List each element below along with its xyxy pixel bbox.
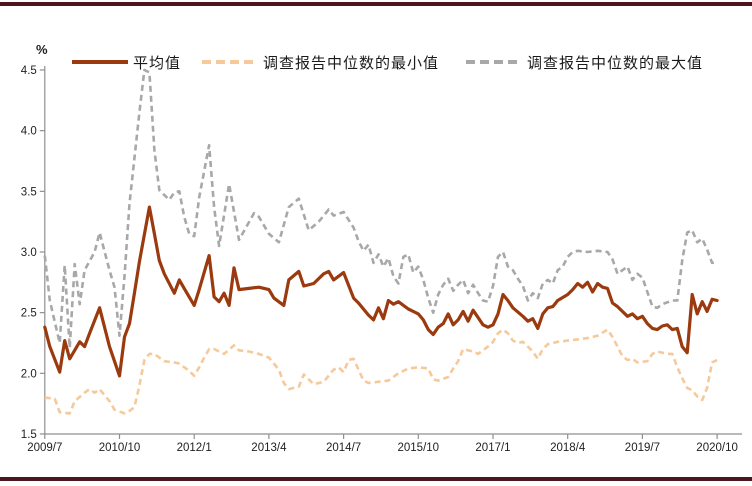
y-tick-label: 1.5 [21,429,37,441]
x-tick-label: 2012/1 [177,442,212,454]
x-tick-label: 2009/7 [27,442,62,454]
x-tick-label: 2020/10 [696,442,738,454]
legend-label: 调查报告中位数的最大值 [527,55,704,72]
x-tick-label: 2019/7 [625,442,660,454]
y-tick-label: 4.5 [21,65,37,77]
x-tick-label: 2013/4 [251,442,287,454]
series-line-1 [44,328,718,415]
y-tick-label: 2.5 [21,308,37,320]
dashed-line-swatch [202,60,258,64]
legend: 平均值 调查报告中位数的最小值 调查报告中位数的最大值 [0,53,752,72]
y-tick-label: 3.0 [21,247,37,259]
x-tick-label: 2017/1 [475,442,510,454]
x-tick-label: 2018/4 [550,442,586,454]
series-line-0 [43,205,719,378]
dashed-line-swatch [466,60,522,64]
legend-item-average: 平均值 [72,53,182,72]
top-border-bar [0,2,752,6]
y-tick-label: 2.0 [21,368,37,380]
solid-line-swatch [72,60,128,64]
bottom-border-bar [0,477,752,481]
legend-label: 调查报告中位数的最小值 [263,55,440,72]
legend-label: 平均值 [133,55,182,72]
y-tick-label: 3.5 [21,186,37,198]
x-tick-label: 2010/10 [99,442,141,454]
x-tick-label: 2015/10 [398,442,440,454]
legend-item-min: 调查报告中位数的最小值 [202,53,440,72]
y-axis-unit-label: % [36,42,48,57]
legend-item-max: 调查报告中位数的最大值 [466,53,704,72]
x-tick-label: 2014/7 [326,442,361,454]
y-tick-label: 4.0 [21,126,37,138]
